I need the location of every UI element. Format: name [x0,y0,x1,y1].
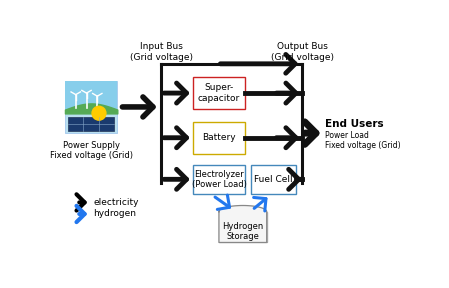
Text: Power Supply
Fixed voltage (Grid): Power Supply Fixed voltage (Grid) [50,141,132,160]
Text: End Users: End Users [325,119,384,129]
Text: Hydrogen
Storage: Hydrogen Storage [222,222,264,241]
FancyBboxPatch shape [65,81,117,133]
FancyBboxPatch shape [65,81,117,109]
FancyBboxPatch shape [251,165,296,194]
Text: Battery: Battery [202,133,236,142]
Text: Super-
capacitor: Super- capacitor [198,84,240,103]
Circle shape [92,106,106,120]
Text: electricity: electricity [93,198,139,207]
Bar [68,118,114,130]
Text: hydrogen: hydrogen [93,209,136,219]
Text: Power Load
Fixed voltage (Grid): Power Load Fixed voltage (Grid) [325,131,401,150]
FancyBboxPatch shape [193,77,245,109]
FancyBboxPatch shape [193,122,245,154]
Text: Fuel Cell: Fuel Cell [254,175,293,184]
Polygon shape [219,206,267,242]
FancyBboxPatch shape [193,165,245,194]
Text: Electrolyzer
(Power Load): Electrolyzer (Power Load) [192,170,247,189]
Text: Output Bus
(Grid voltage): Output Bus (Grid voltage) [271,42,334,62]
Bar [219,212,267,242]
Text: Input Bus
(Grid voltage): Input Bus (Grid voltage) [130,42,193,62]
